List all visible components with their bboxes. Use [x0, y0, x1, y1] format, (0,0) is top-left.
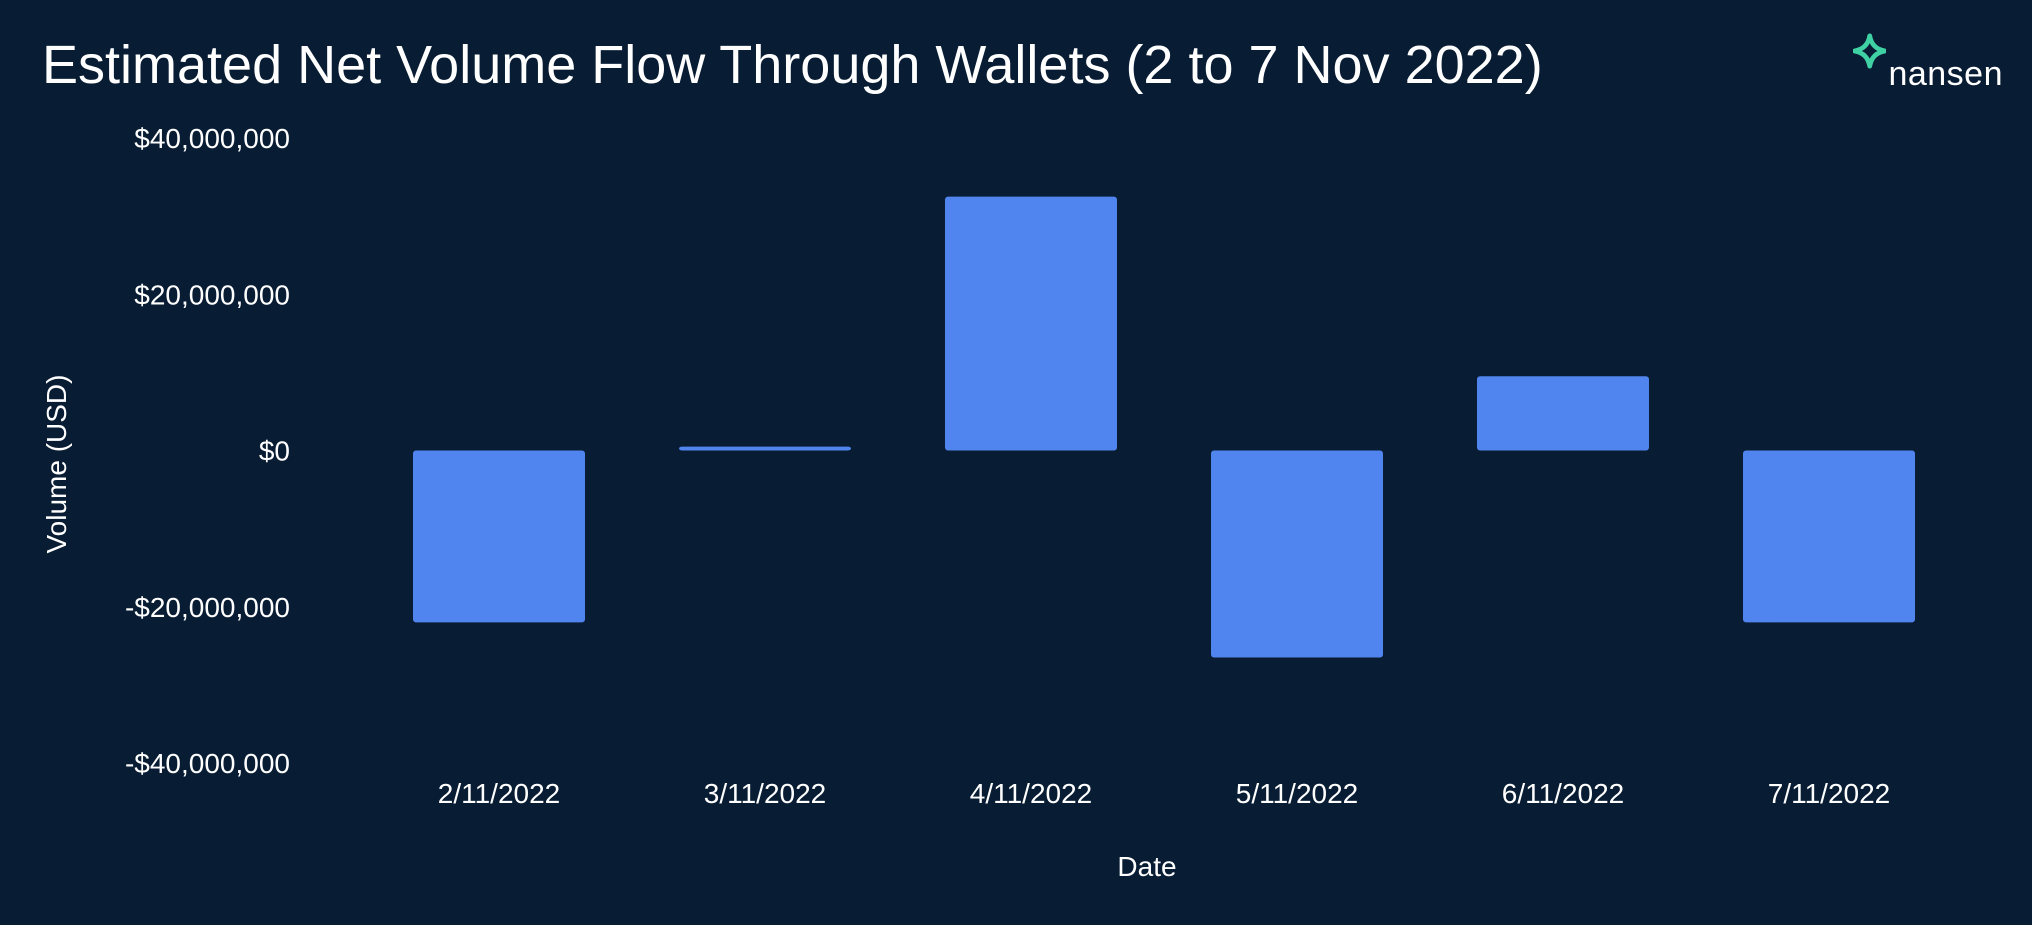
y-tick-label: -$20,000,000 — [125, 592, 290, 623]
y-tick-label: $0 — [259, 436, 290, 467]
y-axis-label: Volume (USD) — [41, 375, 72, 554]
bar — [679, 446, 851, 451]
bar — [413, 450, 585, 623]
nansen-logo-icon — [1853, 33, 1887, 69]
x-axis-label: Date — [1117, 851, 1176, 882]
x-tick-label: 3/11/2022 — [704, 778, 827, 809]
y-tick-label: $40,000,000 — [134, 123, 290, 154]
logo-star-shape — [1853, 33, 1887, 69]
x-tick-label: 7/11/2022 — [1768, 778, 1891, 809]
y-axis-ticks: $40,000,000 $20,000,000 $0 -$20,000,000 -$40… — [125, 123, 290, 779]
logo-wordmark: nansen — [1888, 55, 2003, 93]
chart-title: Estimated Net Volume Flow Through Wallet… — [42, 35, 1543, 95]
x-axis-ticks: 2/11/2022 3/11/2022 4/11/2022 5/11/2022 6/11… — [438, 778, 1891, 809]
y-tick-label: $20,000,000 — [134, 279, 290, 310]
bars — [413, 196, 1915, 658]
bar — [1743, 450, 1915, 623]
bar — [1211, 450, 1383, 658]
x-tick-label: 5/11/2022 — [1236, 778, 1359, 809]
y-tick-label: -$40,000,000 — [125, 748, 290, 779]
bar — [1477, 376, 1649, 451]
x-tick-label: 6/11/2022 — [1502, 778, 1625, 809]
nansen-logo: nansen — [1853, 30, 2003, 93]
x-tick-label: 2/11/2022 — [438, 778, 561, 809]
x-tick-label: 4/11/2022 — [970, 778, 1093, 809]
bar — [945, 196, 1117, 451]
